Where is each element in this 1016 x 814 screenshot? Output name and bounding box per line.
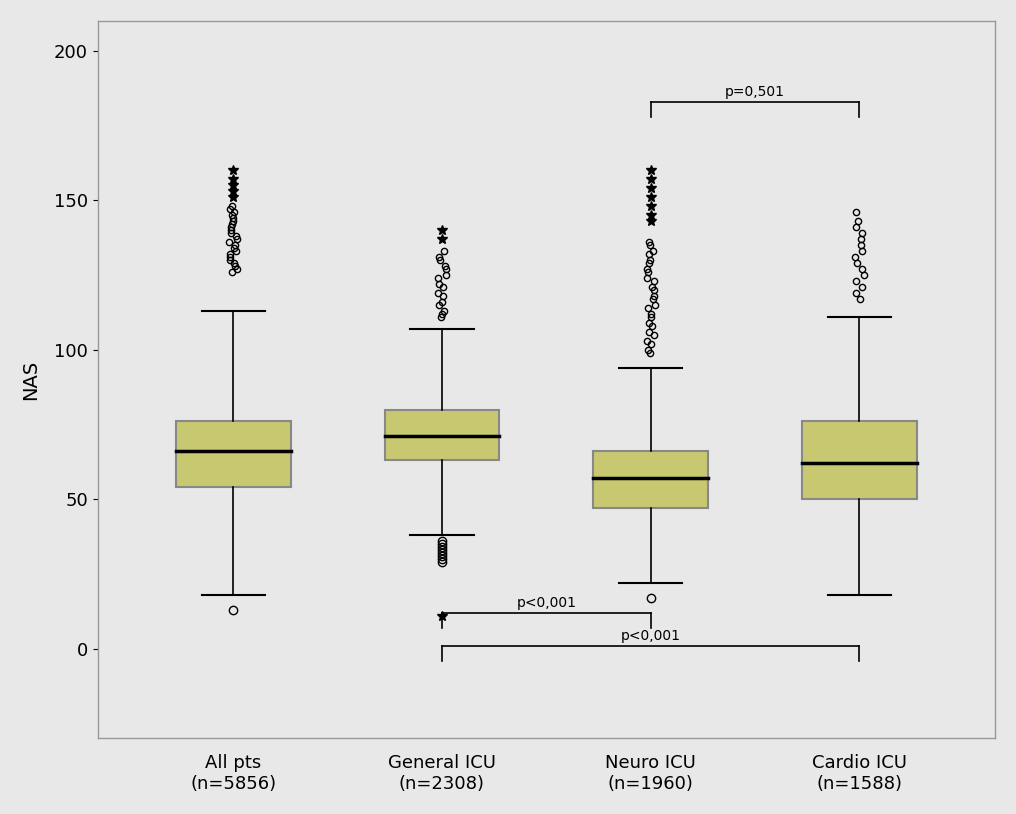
Y-axis label: NAS: NAS: [21, 360, 40, 400]
FancyBboxPatch shape: [593, 452, 708, 508]
FancyBboxPatch shape: [176, 422, 291, 488]
Text: p=0,501: p=0,501: [725, 85, 785, 98]
FancyBboxPatch shape: [385, 409, 500, 461]
Text: p<0,001: p<0,001: [621, 628, 681, 643]
Text: p<0,001: p<0,001: [516, 596, 576, 610]
FancyBboxPatch shape: [802, 422, 916, 499]
